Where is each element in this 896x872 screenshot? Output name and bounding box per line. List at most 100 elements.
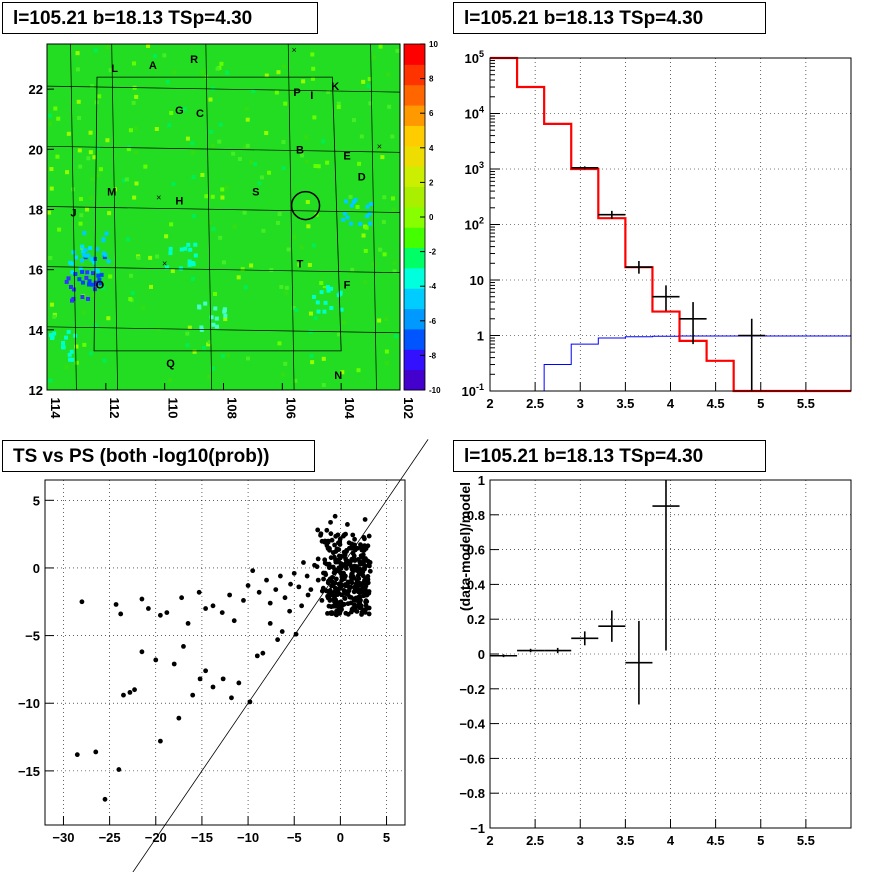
skymap-pixel	[395, 48, 400, 53]
skymap-pixel	[49, 186, 54, 191]
scatter-point	[333, 603, 339, 609]
skymap-pixel	[392, 269, 397, 274]
scatter-point	[304, 573, 310, 579]
scatter-point	[363, 598, 369, 604]
scatter-point	[351, 602, 357, 607]
skymap-pixel	[382, 252, 387, 257]
skymap-deficit-pixel	[70, 270, 75, 275]
scatter-point	[358, 581, 363, 587]
scatter-point	[220, 676, 226, 682]
skymap-deficit-pixel	[68, 357, 73, 362]
skymap-deficit-pixel	[197, 305, 202, 310]
skymap-pixel	[162, 53, 167, 58]
scatter-point	[164, 610, 170, 615]
scatter-point	[319, 598, 325, 603]
skymap-pixel	[47, 210, 52, 215]
skymap-deficit-pixel	[222, 307, 227, 312]
colorbar-tick-label: -10	[429, 386, 441, 395]
skymap-deficit-pixel	[353, 197, 358, 202]
skymap-deficit-pixel	[164, 265, 169, 270]
colorbar-band	[404, 166, 425, 187]
scatter-point	[176, 715, 182, 721]
skymap-pixel	[261, 228, 266, 233]
skymap-pixel	[390, 196, 395, 201]
skymap-pixel	[107, 211, 112, 216]
skymap-pixel	[305, 200, 310, 205]
skymap-deficit-pixel	[48, 333, 53, 338]
skymap-pixel	[275, 220, 280, 225]
skymap-deficit-pixel	[73, 333, 78, 338]
skymap-pixel	[251, 89, 256, 94]
skymap-pixel	[190, 276, 195, 281]
skymap-pixel	[236, 275, 241, 280]
scatter-point	[315, 577, 321, 583]
skymap-field-label: H	[175, 195, 183, 207]
skymap-pixel	[75, 67, 80, 72]
residual-y-tick-label: −0.2	[459, 682, 485, 697]
skymap-pixel	[390, 134, 395, 139]
skymap-pixel	[106, 316, 111, 321]
skymap-field-boundary	[46, 326, 401, 334]
scatter-point	[139, 596, 145, 602]
skymap-pixel	[281, 372, 286, 377]
skymap-pixel	[78, 164, 83, 169]
skymap-pixel	[301, 79, 306, 84]
scatter-point	[335, 587, 341, 593]
scatter-y-tick-label: −5	[25, 629, 40, 644]
skymap-pixel	[259, 175, 264, 180]
skymap-pixel	[283, 101, 288, 106]
skymap-pixel	[200, 69, 205, 74]
skymap-pixel	[382, 195, 387, 200]
residual-y-tick-label: −0.6	[459, 751, 485, 766]
scatter-point	[116, 767, 122, 772]
scatter-point	[287, 608, 293, 614]
skymap-pixel	[143, 164, 148, 169]
skymap-deficit-pixel	[345, 215, 350, 220]
skymap-pixel	[394, 334, 399, 339]
scatter-point	[365, 577, 371, 582]
skymap-pixel	[49, 302, 54, 307]
scatter-point	[291, 570, 297, 576]
scatter-point	[349, 571, 354, 577]
skymap-pixel	[245, 143, 250, 148]
skymap-deficit-pixel	[84, 253, 89, 258]
skymap-pixel	[48, 378, 53, 383]
skymap-deficit-pixel	[86, 253, 91, 258]
skymap-pixel	[168, 378, 173, 383]
skymap-pixel	[82, 342, 87, 347]
scatter-point	[279, 629, 285, 634]
scatter-point	[318, 532, 323, 538]
skymap-deficit-pixel	[66, 329, 71, 334]
spectrum-x-tick-label: 4	[667, 396, 675, 411]
skymap-deficit-pixel	[68, 284, 73, 289]
scatter-point	[344, 566, 349, 571]
skymap-y-tick-label: 22	[29, 82, 43, 97]
skymap-deficit-pixel	[81, 249, 86, 254]
skymap-pixel	[209, 129, 214, 134]
scatter-point	[340, 533, 346, 539]
skymap-x-tick-label: 108	[225, 397, 240, 419]
residual-panel: 2 2.5 3 3.5 4 4.5 5 5.5 1 0.8 0.6 0.4 0.2 0 −0.2 −0.4 −0…	[457, 473, 852, 848]
skymap-background	[47, 44, 400, 390]
skymap-pixel	[210, 366, 215, 371]
skymap-pixel	[66, 131, 71, 136]
skymap-pixel	[359, 134, 364, 139]
skymap-pixel	[79, 213, 84, 218]
skymap-pixel	[378, 247, 383, 252]
skymap-pixel	[134, 181, 139, 186]
skymap-pixel	[245, 117, 250, 122]
skymap-pixel	[363, 248, 368, 253]
skymap-deficit-pixel	[64, 335, 69, 340]
skymap-deficit-pixel	[61, 340, 66, 345]
skymap-field-label: M	[107, 186, 116, 198]
skymap-pixel	[304, 159, 309, 164]
skymap-deficit-pixel	[326, 288, 331, 293]
skymap-deficit-pixel	[199, 325, 204, 330]
skymap-pixel	[165, 79, 170, 84]
scatter-point	[327, 588, 333, 593]
skymap-pixel	[281, 166, 286, 171]
residual-x-tick-label: 3.5	[616, 833, 634, 848]
scatter-point	[227, 592, 233, 598]
scatter-point	[367, 560, 373, 565]
